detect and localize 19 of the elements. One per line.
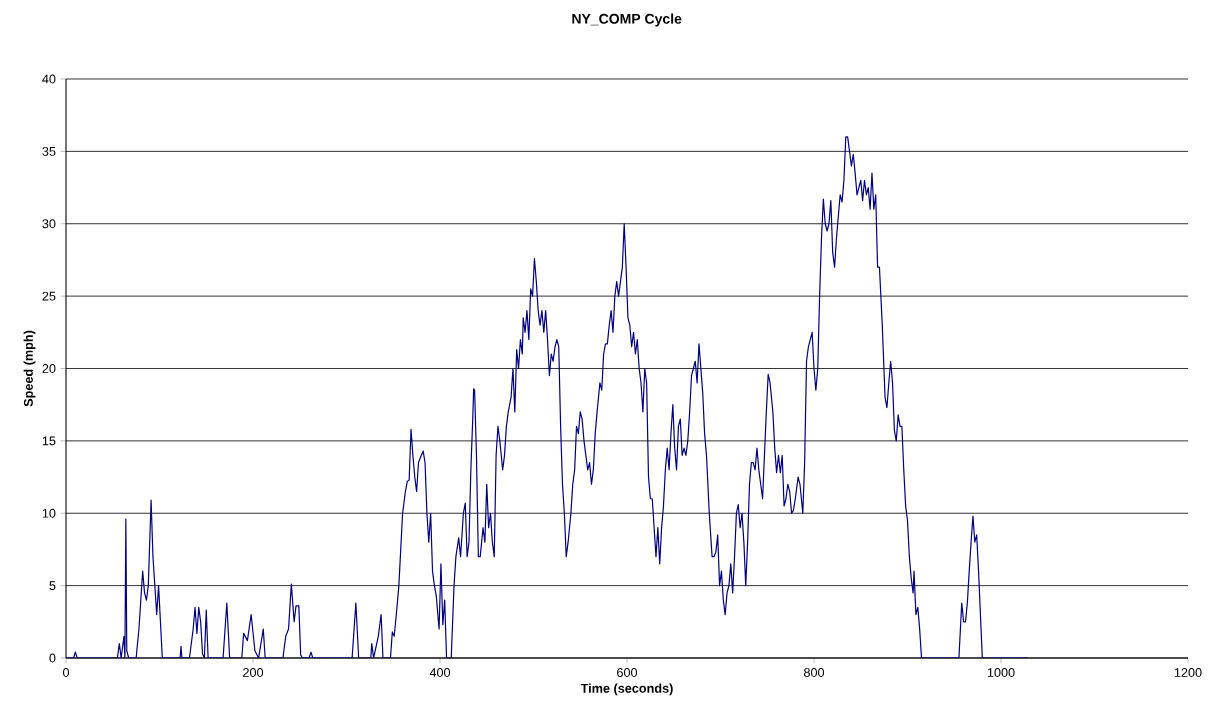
- y-tick-label: 5: [49, 581, 56, 591]
- x-tick-label: 200: [243, 668, 264, 677]
- x-tick-label: 400: [429, 668, 451, 677]
- y-tick-label: 40: [42, 74, 56, 84]
- x-axis-title: Time (seconds): [580, 683, 673, 696]
- y-axis-title: Speed (mph): [23, 330, 36, 407]
- chart-title: NY_COMP Cycle: [572, 13, 682, 27]
- y-tick-label: 35: [42, 146, 56, 156]
- y-tick-label: 20: [42, 364, 56, 373]
- y-tick-label: 25: [42, 291, 56, 301]
- x-tick-label: 600: [617, 668, 638, 677]
- x-tick-label: 0: [62, 668, 70, 677]
- y-tick-label: 30: [42, 219, 56, 229]
- x-tick-label: 1000: [987, 668, 1015, 677]
- y-tick-label: 10: [42, 508, 56, 518]
- x-tick-label: 1200: [1174, 668, 1202, 677]
- y-tick-label: 0: [49, 653, 56, 663]
- x-tick-label: 800: [803, 668, 825, 677]
- y-tick-label: 15: [42, 436, 56, 446]
